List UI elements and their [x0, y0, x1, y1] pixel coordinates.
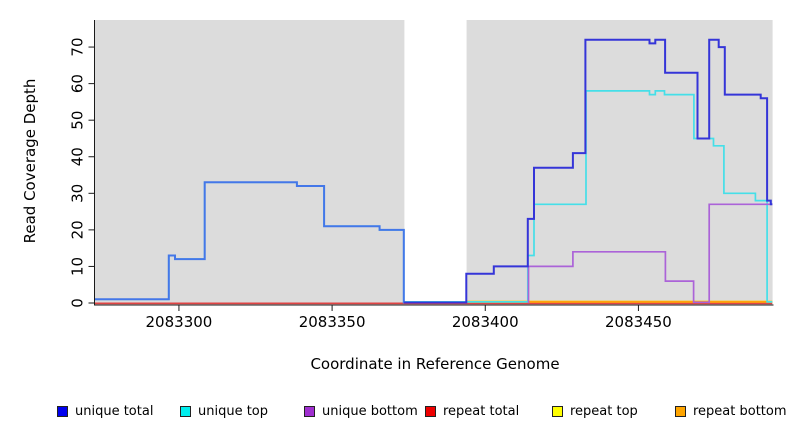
legend-item-unique-top: unique top — [180, 401, 268, 419]
legend-label: unique total — [75, 404, 154, 419]
x-tick-label: 2083400 — [452, 313, 519, 331]
legend-item-repeat-top: repeat top — [552, 401, 638, 419]
series-unique-bottom — [527, 203, 773, 304]
series-unique-total-left- — [95, 181, 405, 304]
legend-label: unique top — [198, 404, 269, 419]
legend-swatch-unique-top — [180, 406, 191, 417]
legend-item-unique-total: unique total — [57, 401, 153, 419]
legend-label: repeat total — [443, 404, 520, 419]
series-unique-total-right- — [404, 38, 773, 304]
legend-swatch-repeat-total — [425, 406, 436, 417]
y-tick-label: 20 — [69, 220, 87, 239]
legend-item-repeat-bottom: repeat bottom — [675, 401, 787, 419]
x-tick-label: 2083300 — [146, 313, 213, 331]
x-axis-title: Coordinate in Reference Genome — [310, 355, 560, 373]
y-tick-label: 40 — [69, 147, 87, 166]
legend-label: repeat bottom — [693, 404, 787, 419]
shaded-region-0 — [95, 20, 405, 304]
x-tick-label: 2083450 — [605, 313, 672, 331]
legend-swatch-repeat-bottom — [675, 406, 686, 417]
legend-label: repeat top — [570, 404, 638, 419]
y-tick-label: 60 — [69, 74, 87, 93]
x-tick-label: 2083350 — [299, 313, 366, 331]
y-tick-label: 0 — [69, 298, 87, 308]
legend-label: unique bottom — [322, 404, 418, 419]
legend-swatch-unique-total — [57, 406, 68, 417]
y-tick-label: 50 — [69, 111, 87, 130]
shaded-region-1 — [466, 20, 773, 304]
coverage-plot-canvas: 0 10 20 30 40 50 60 70 2083300 2083350 2083400 2083… — [69, 20, 774, 331]
legend-item-unique-bottom: unique bottom — [304, 401, 418, 419]
legend-swatch-unique-bottom — [304, 406, 315, 417]
legend-item-repeat-total: repeat total — [425, 401, 519, 419]
y-tick-label: 10 — [69, 257, 87, 276]
y-axis-title: Read Coverage Depth — [21, 78, 39, 244]
y-tick-label: 70 — [69, 38, 87, 57]
legend-swatch-repeat-top — [552, 406, 563, 417]
y-tick-label: 30 — [69, 184, 87, 203]
